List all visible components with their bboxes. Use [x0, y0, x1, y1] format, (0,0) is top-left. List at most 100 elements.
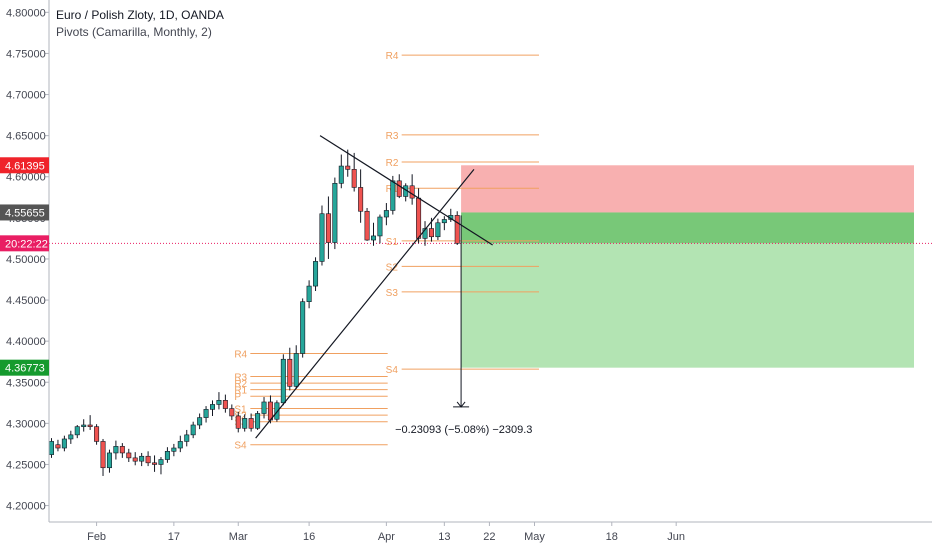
measure-arrow [456, 401, 466, 408]
pivot-label-march-r4: R4 [234, 349, 247, 360]
candle-body [184, 434, 190, 442]
price-tag-box [0, 235, 49, 252]
y-tick-label: 4.25000 [6, 459, 46, 471]
price-tag-label: 4.61395 [5, 160, 45, 172]
candle-body [428, 228, 434, 238]
candle-body [280, 358, 286, 404]
y-tick-label: 4.30000 [6, 418, 46, 430]
pivot-label-march-r3: R3 [234, 372, 247, 383]
candle-body [222, 400, 228, 409]
candle-body [370, 235, 376, 241]
candle-body [197, 417, 203, 426]
price-tag-box [0, 204, 49, 221]
candle-body [210, 404, 216, 410]
x-tick-label: 18 [606, 531, 618, 543]
pivot-label-april-s2: S2 [386, 262, 399, 273]
pivot-label-april-s3: S3 [386, 288, 399, 299]
pivot-label-march-p: P [234, 392, 241, 403]
measure-label: −0.23093 (−5.08%) −2309.3 [395, 424, 532, 436]
candle-body [319, 213, 325, 262]
pivot-label-march-r2: R2 [234, 379, 247, 390]
candle-body [364, 210, 370, 241]
y-tick-label: 4.20000 [6, 501, 46, 513]
candle-body [132, 457, 138, 462]
candle-body [441, 219, 447, 224]
candle-body [325, 213, 331, 243]
pivot-label-april-r3: R3 [386, 131, 399, 142]
candle-body [113, 446, 119, 454]
y-tick-label: 4.40000 [6, 336, 46, 348]
y-tick-label: 4.65000 [6, 131, 46, 143]
candle-body [119, 446, 125, 454]
pivot-label-april-s1: S1 [386, 237, 399, 248]
pivot-label-march-s4: S4 [234, 441, 247, 452]
candle-body [261, 401, 267, 414]
chart-title: Euro / Polish Zloty, 1D, OANDA [56, 8, 224, 22]
candle-body [242, 418, 248, 429]
x-tick-label: 17 [168, 531, 180, 543]
x-tick-label: Jun [667, 531, 685, 543]
candle-body [158, 459, 164, 465]
candle-body [332, 183, 338, 243]
candle-body [345, 165, 351, 170]
candle-body [248, 418, 254, 429]
candle-body [106, 452, 112, 469]
candle-body [454, 215, 460, 244]
x-tick-label: May [524, 531, 545, 543]
candle-body [171, 447, 177, 452]
candle-body [377, 216, 383, 237]
candle-body [235, 415, 241, 429]
candle-body [177, 441, 183, 449]
price-tag-label: 20:22:22 [5, 238, 48, 250]
candle-body [383, 210, 389, 218]
candle-body [145, 455, 151, 464]
candle-body [338, 165, 344, 184]
candle-body [396, 180, 402, 197]
candle-body [422, 228, 428, 239]
candle-body [229, 408, 235, 417]
y-tick-label: 4.35000 [6, 377, 46, 389]
trendline-descending-resistance [319, 135, 493, 246]
candle-body [313, 261, 319, 287]
candle-body [152, 462, 158, 465]
candle-body [255, 413, 261, 429]
x-tick-label: Feb [87, 531, 106, 543]
stop-loss-zone [461, 165, 914, 213]
candle-body [351, 169, 357, 188]
y-tick-label: 4.80000 [6, 7, 46, 19]
y-tick-label: 4.45000 [6, 295, 46, 307]
candle-body [139, 455, 145, 462]
pivot-label-march-s1: S1 [234, 405, 247, 416]
price-tag-label: 4.55655 [5, 207, 45, 219]
profit-filled-zone [461, 212, 914, 244]
price-tag-box [0, 359, 49, 376]
candle-body [300, 301, 306, 354]
price-tag-box [0, 157, 49, 174]
target-zone [461, 243, 914, 368]
candle-body [61, 438, 67, 449]
x-tick-label: 16 [303, 531, 315, 543]
candle-body [74, 426, 80, 436]
candle-body [293, 353, 299, 387]
pivot-label-march-r1: R1 [234, 386, 247, 397]
candle-body [216, 400, 222, 405]
candle-body [274, 402, 280, 420]
candle-body [287, 358, 293, 387]
candle-body [164, 451, 170, 460]
x-tick-label: Apr [378, 531, 395, 543]
chart-legend: Euro / Polish Zloty, 1D, OANDA Pivots (C… [56, 7, 224, 41]
candle-body [306, 285, 312, 302]
candle-body [416, 197, 422, 239]
y-tick-label: 4.50000 [6, 254, 46, 266]
candle-body [55, 444, 61, 449]
candle-body [126, 452, 132, 459]
y-tick-label: 4.75000 [6, 48, 46, 60]
candle-body [48, 441, 54, 455]
candle-body [358, 187, 364, 212]
x-tick-label: 13 [438, 531, 450, 543]
candle-body [100, 441, 106, 469]
candle-body [81, 424, 87, 427]
candle-body [68, 434, 74, 440]
